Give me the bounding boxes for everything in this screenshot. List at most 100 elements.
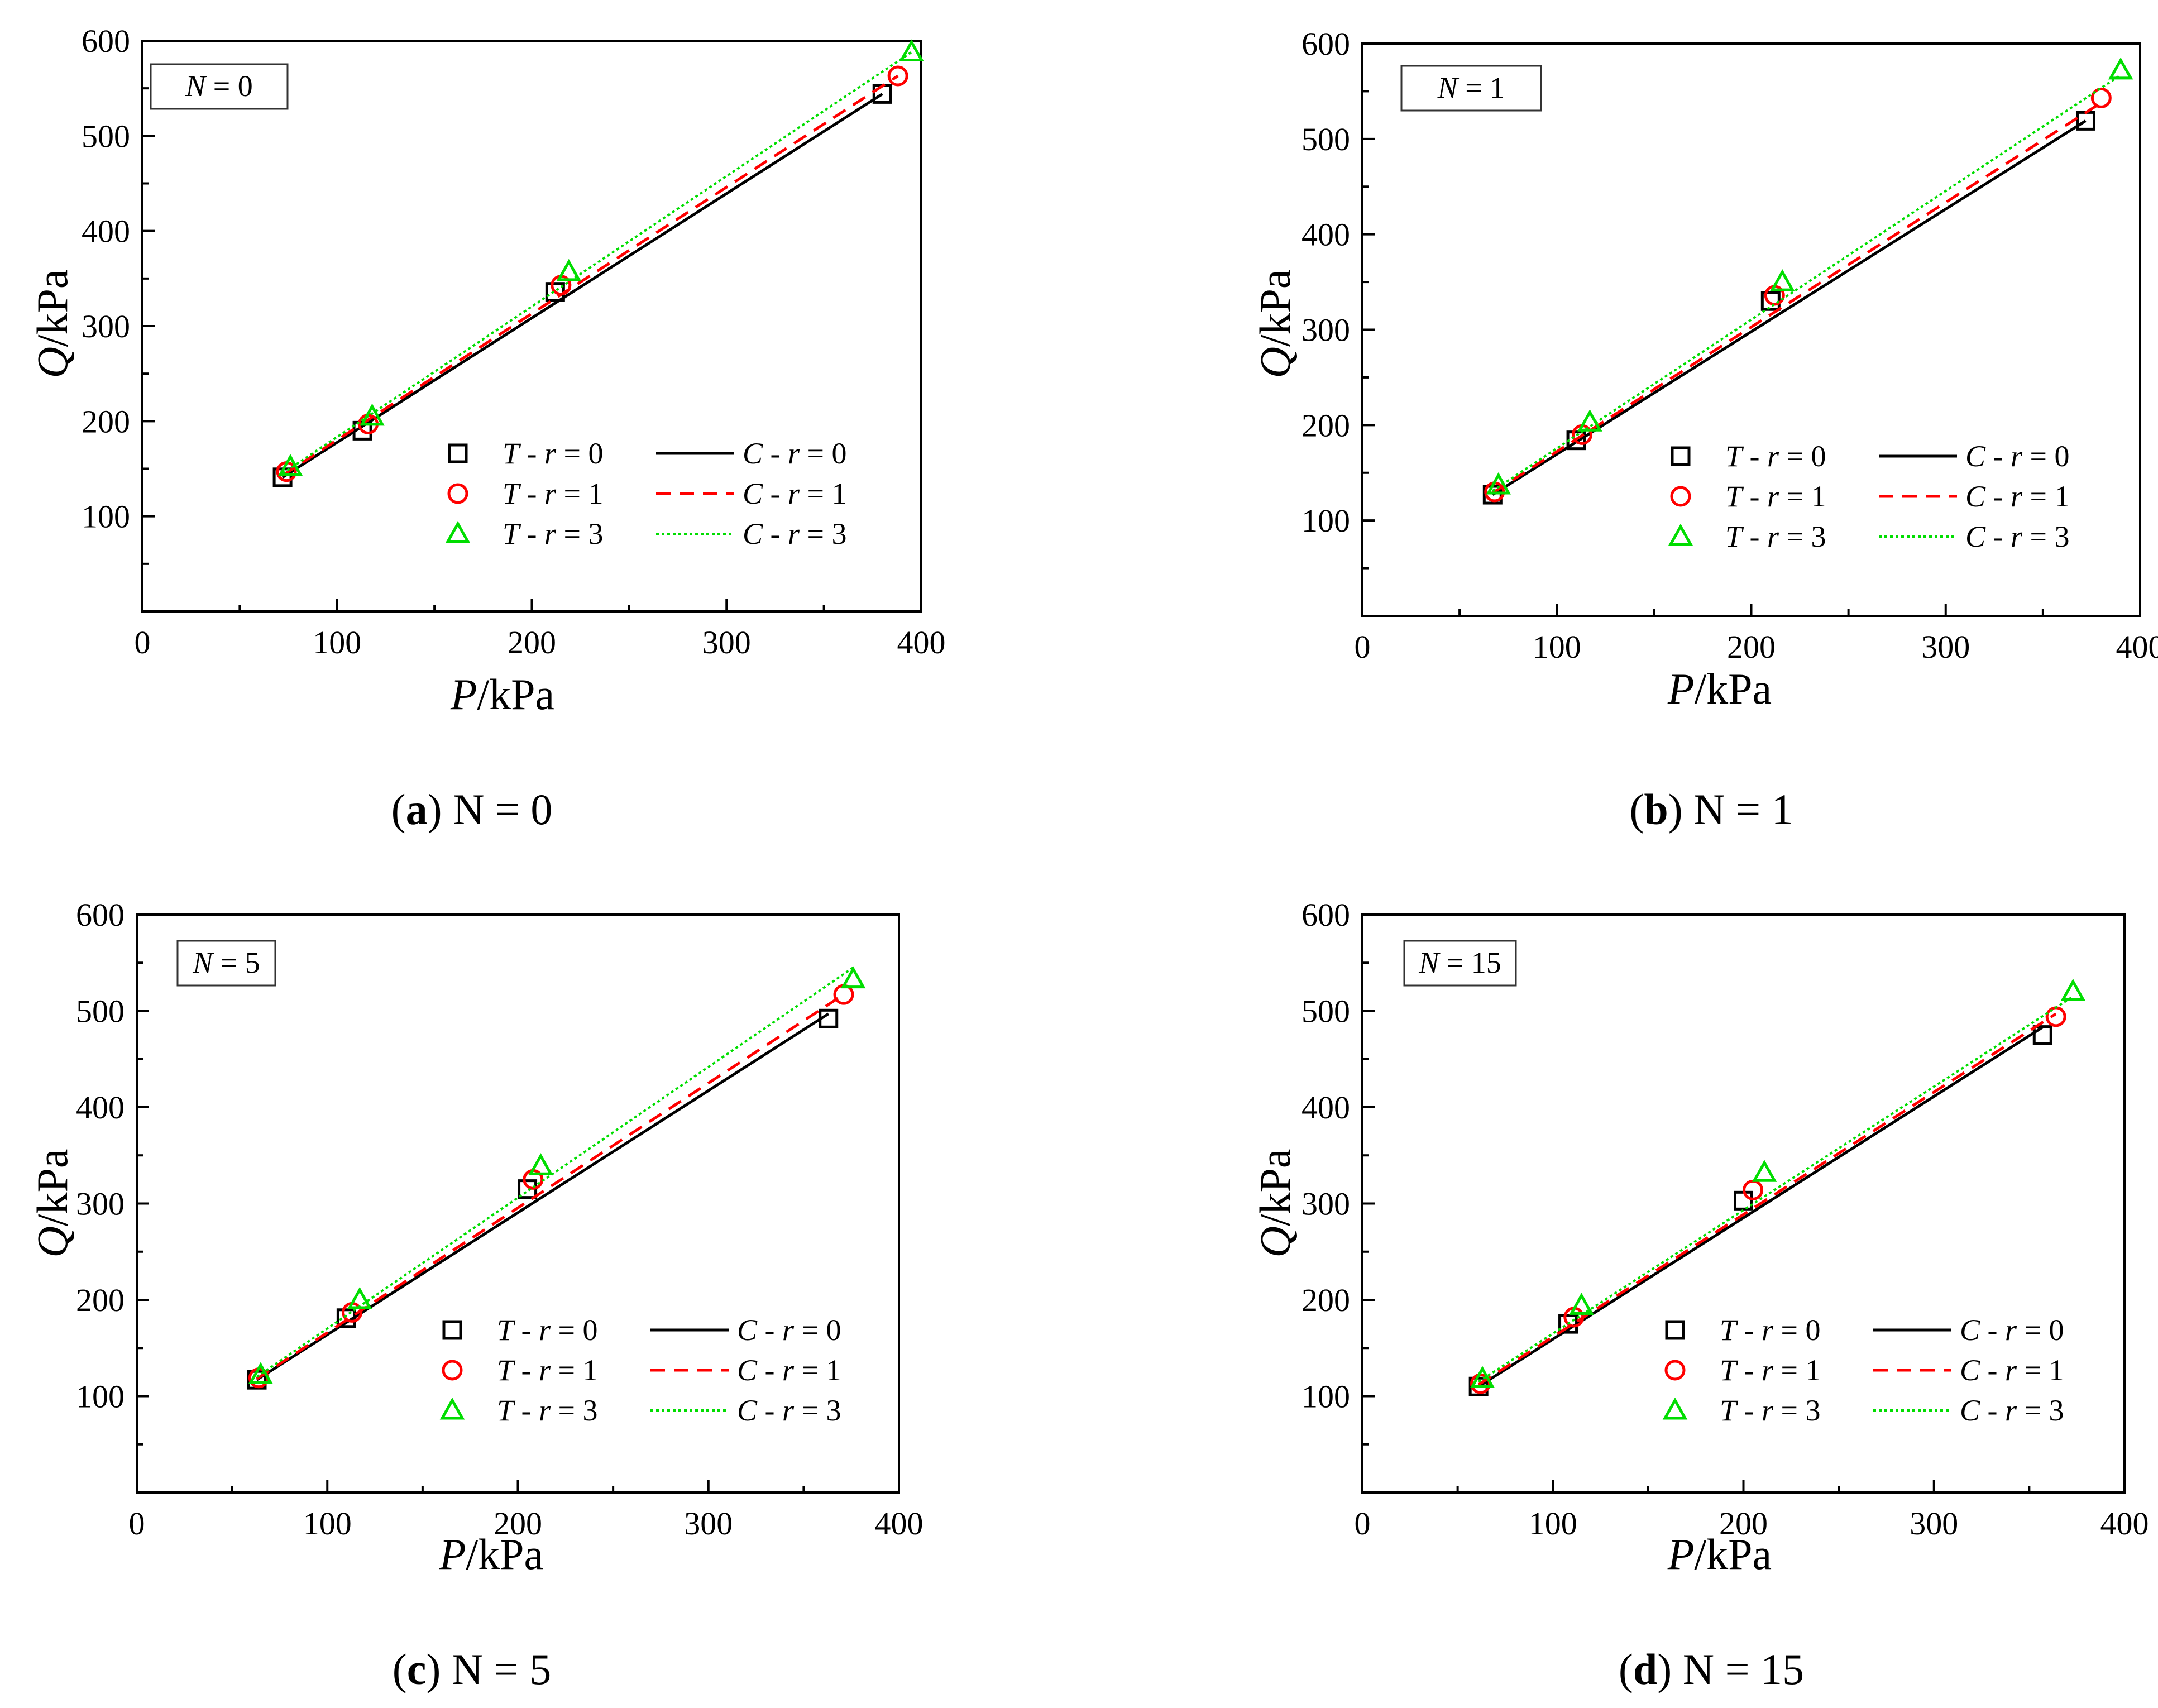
legend-t-label-2: T - r = 3 (503, 517, 604, 551)
legend-marker-0 (448, 443, 468, 463)
y-tick-label: 400 (1302, 1089, 1350, 1126)
x-tick-label: 300 (702, 624, 751, 661)
panel-c-n-label: N = 5 (192, 946, 260, 979)
x-tick-label: 400 (897, 624, 946, 661)
legend-c-label-1: C - r = 1 (737, 1353, 841, 1387)
panel-a-n-label: N = 0 (185, 69, 253, 103)
panel-d-legend: T - r = 0 C - r = 0 T - r = 1 C - r = 1 T - … (1662, 1313, 2064, 1427)
legend-c-label-2: C - r = 3 (1960, 1394, 2064, 1427)
panel-c-y-axis-label: Q/kPa (28, 1149, 76, 1257)
y-tick-label: 100 (1302, 1379, 1350, 1415)
panel-b-series-2-point (1769, 269, 1795, 291)
panel-c-x-axis-label: P/kPa (439, 1530, 543, 1578)
x-tick-label: 200 (1727, 629, 1776, 665)
x-tick-label: 100 (313, 624, 361, 661)
panel-a-series-2-point (277, 453, 303, 476)
caption-d-text: N = 15 (1672, 1645, 1805, 1693)
legend-c-label-0: C - r = 0 (1960, 1313, 2064, 1347)
x-tick-label: 0 (1355, 629, 1371, 665)
panel-c-series-0-point (819, 1008, 839, 1028)
panel-d-series-0-point (1558, 1314, 1578, 1334)
panel-c-n-box (176, 940, 276, 987)
legend-marker-1 (1670, 486, 1691, 507)
caption-b-letter: b (1644, 785, 1668, 834)
panel-d-series-2-point (1569, 1293, 1594, 1315)
x-tick-label: 100 (1529, 1505, 1577, 1542)
y-tick-label: 500 (1302, 121, 1350, 157)
legend-marker-0 (442, 1320, 462, 1340)
panel-d-series-1-point (2045, 1006, 2066, 1027)
panel-d-y-axis-label: Q/kPa (1251, 1149, 1299, 1257)
panel-c: 0 100 200 300 400 100 200 300 400 500 600 P/kPa Q/kP… (28, 897, 924, 1578)
panel-a: 0 100 200 300 400 100 200 300 400 500 600 P/kPa Q/kP… (28, 23, 946, 719)
legend-marker-2 (1668, 523, 1693, 546)
y-tick-label: 500 (82, 118, 130, 154)
panel-b-series-1-line (1491, 101, 2102, 494)
y-tick-label: 300 (1302, 312, 1350, 348)
panel-d-series-2-point (1752, 1160, 1777, 1182)
y-tick-label: 400 (82, 213, 130, 250)
caption-c: (c) N = 5 (392, 1645, 552, 1693)
x-tick-label: 400 (2116, 629, 2158, 665)
panel-b-series-2-line (1492, 74, 2122, 492)
y-tick-label: 200 (1302, 407, 1350, 443)
panel-d-series-2-point (1470, 1366, 1495, 1388)
x-tick-label: 0 (1355, 1505, 1371, 1542)
caption-c-letter: c (406, 1645, 427, 1693)
y-tick-label: 500 (76, 993, 125, 1030)
x-tick-label: 200 (494, 1505, 542, 1542)
legend-t-label-1: T - r = 1 (497, 1353, 598, 1387)
panel-c-series-2-point (528, 1153, 553, 1175)
x-tick-label: 200 (508, 624, 556, 661)
y-tick-label: 600 (76, 897, 125, 933)
legend-t-label-1: T - r = 1 (1725, 480, 1826, 513)
panel-c-series-2-point (347, 1286, 372, 1309)
panel-d-series-1-line (1477, 1012, 2057, 1386)
x-tick-label: 100 (303, 1505, 352, 1542)
legend-marker-1 (1664, 1360, 1686, 1381)
legend-c-label-0: C - r = 0 (737, 1313, 841, 1347)
legend-t-label-0: T - r = 0 (497, 1313, 598, 1347)
legend-c-label-0: C - r = 0 (1965, 439, 2070, 473)
panel-d-n-box (1403, 940, 1517, 987)
panel-a-series-2-point (899, 39, 924, 61)
panel-a-series-2-line (281, 51, 912, 475)
panel-d: 0 100 200 300 400 100 200 300 400 500 600 P/kPa Q/kP… (1251, 897, 2149, 1578)
x-tick-label: 400 (875, 1505, 924, 1542)
y-tick-label: 400 (1302, 217, 1350, 253)
legend-marker-0 (1665, 1320, 1685, 1340)
panel-b-series-2-point (1486, 472, 1511, 495)
panel-c-series-2-point (248, 1362, 274, 1385)
panel-d-series-2-line (1478, 995, 2074, 1383)
legend-c-label-1: C - r = 1 (1965, 480, 2070, 513)
legend-marker-1 (442, 1360, 463, 1381)
panel-b-series-0-point (1760, 291, 1781, 311)
caption-b: (b) N = 1 (1629, 785, 1793, 834)
x-tick-label: 200 (1719, 1505, 1768, 1542)
panel-a-x-axis-label: P/kPa (450, 670, 554, 719)
legend-t-label-0: T - r = 0 (1720, 1313, 1821, 1347)
caption-a: (a) N = 0 (391, 785, 553, 834)
legend-t-label-2: T - r = 3 (497, 1394, 598, 1427)
panel-c-series-0-line (256, 1012, 830, 1381)
y-tick-label: 300 (1302, 1186, 1350, 1222)
x-tick-label: 300 (1910, 1505, 1958, 1542)
panel-d-series-0-point (1734, 1190, 1753, 1211)
panel-b-n-box (1400, 65, 1542, 112)
legend-marker-2 (445, 520, 471, 543)
legend-c-label-1: C - r = 1 (743, 477, 847, 510)
panel-d-series-2-point (2060, 978, 2086, 1001)
legend-marker-0 (1671, 446, 1691, 466)
y-tick-label: 100 (76, 1379, 125, 1415)
x-tick-label: 400 (2100, 1505, 2149, 1542)
panel-b-series-2-point (1577, 409, 1602, 432)
legend-c-label-2: C - r = 3 (737, 1394, 841, 1427)
panel-b-y-axis-label: Q/kPa (1251, 269, 1299, 378)
legend-marker-2 (1662, 1397, 1688, 1420)
y-tick-label: 100 (1302, 503, 1350, 539)
x-tick-label: 0 (129, 1505, 145, 1542)
x-tick-label: 100 (1533, 629, 1581, 665)
y-tick-label: 500 (1302, 993, 1350, 1030)
x-tick-label: 0 (135, 624, 151, 661)
panel-b: 0 100 200 300 400 100 200 300 400 500 600 P/kPa Q/kP… (1251, 26, 2158, 713)
